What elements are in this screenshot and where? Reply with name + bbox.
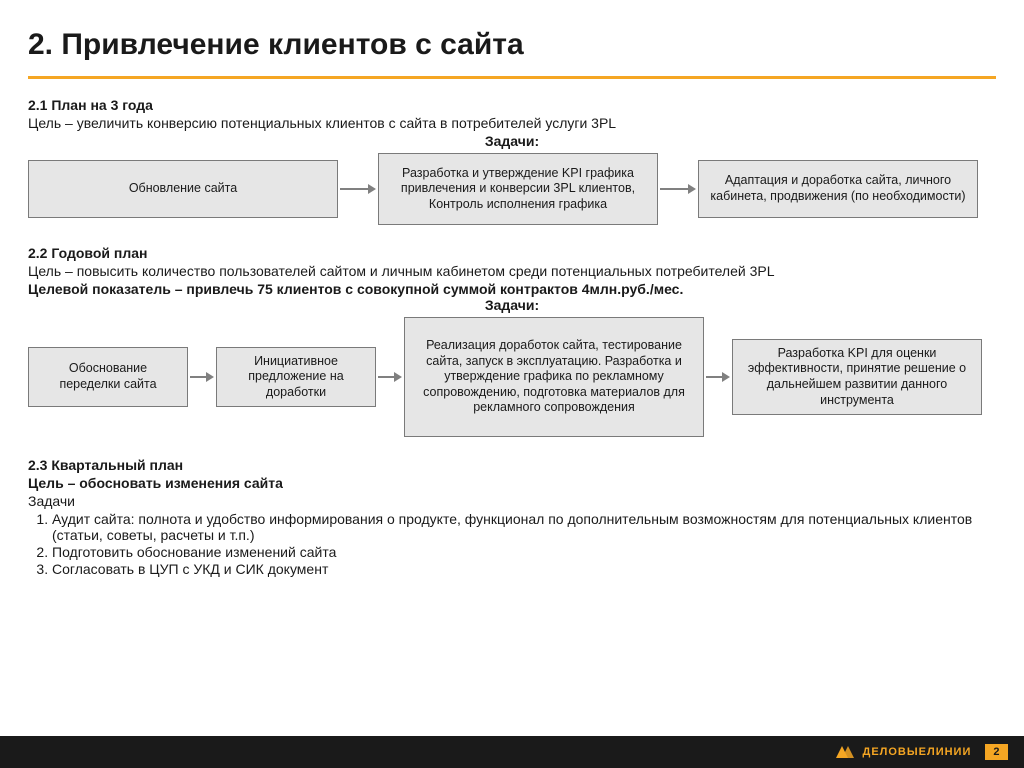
flow-arrow-icon [376,369,404,385]
flow-arrow-icon [188,369,216,385]
sec2-goal2: Целевой показатель – привлечь 75 клиенто… [28,281,996,297]
flow-arrow-icon [658,181,698,197]
list-item: Аудит сайта: полнота и удобство информир… [52,511,996,543]
sec2-flow: Обоснование переделки сайта Инициативное… [28,317,996,437]
flow-box: Обновление сайта [28,160,338,218]
logo-text: ДЕЛОВЫЕЛИНИИ [862,746,971,758]
flow-box: Адаптация и доработка сайта, личного каб… [698,160,978,218]
flow-box: Разработка KPI для оценки эффективности,… [732,339,982,416]
sec2-goal: Цель – повысить количество пользователей… [28,263,996,279]
sec3-tasks-label: Задачи [28,493,996,509]
page-title: 2. Привлечение клиентов с сайта [28,28,996,62]
sec3-task-list: Аудит сайта: полнота и удобство информир… [28,511,996,577]
sec1-goal: Цель – увеличить конверсию потенциальных… [28,115,996,131]
sec1-head: 2.1 План на 3 года [28,97,996,113]
slide: 2. Привлечение клиентов с сайта 2.1 План… [0,0,1024,768]
logo-icon [834,744,854,760]
list-item: Подготовить обоснование изменений сайта [52,544,996,560]
flow-box: Реализация доработок сайта, тестирование… [404,317,704,437]
flow-arrow-icon [338,181,378,197]
footer-logo: ДЕЛОВЫЕЛИНИИ [834,744,971,760]
sec2-head: 2.2 Годовой план [28,245,996,261]
sec3-head: 2.3 Квартальный план [28,457,996,473]
flow-box: Инициативное предложение на доработки [216,347,376,408]
flow-arrow-icon [704,369,732,385]
list-item: Согласовать в ЦУП с УКД и СИК документ [52,561,996,577]
page-number: 2 [985,744,1008,760]
accent-rule [28,76,996,79]
sec1-flow: Обновление сайта Разработка и утверждени… [28,153,996,225]
sec3-goal: Цель – обосновать изменения сайта [28,475,996,491]
sec2-tasks-label: Задачи: [28,297,996,313]
flow-box: Обоснование переделки сайта [28,347,188,407]
flow-box: Разработка и утверждение KPI графика при… [378,153,658,225]
sec1-tasks-label: Задачи: [28,133,996,149]
footer-bar: ДЕЛОВЫЕЛИНИИ 2 [0,736,1024,768]
